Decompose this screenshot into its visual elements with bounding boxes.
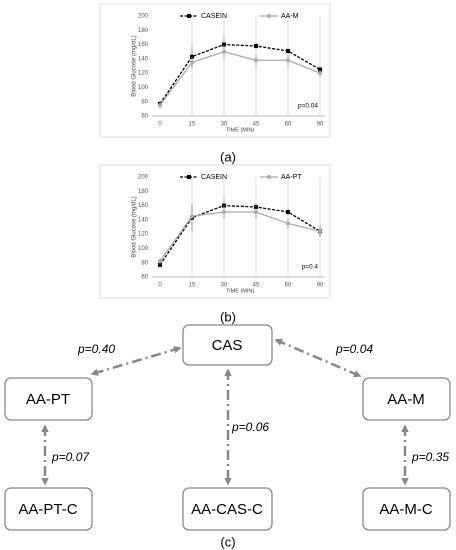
x-tick-label: 30 bbox=[221, 283, 228, 289]
x-tick-label: 60 bbox=[285, 122, 292, 128]
y-tick-label: 100 bbox=[138, 85, 149, 91]
point bbox=[318, 71, 322, 76]
y-tick-label: 160 bbox=[138, 203, 149, 209]
node: AA-M bbox=[362, 377, 451, 421]
caption: (c) bbox=[220, 534, 235, 549]
edge-label: p=0.40 bbox=[77, 342, 115, 356]
point bbox=[190, 214, 194, 219]
y-tick-label: 180 bbox=[138, 189, 149, 195]
legend-label: AA-M bbox=[281, 13, 299, 20]
edge-label: p=0.07 bbox=[51, 450, 90, 464]
legend-label: AA-PT bbox=[281, 174, 302, 181]
edge bbox=[274, 338, 362, 378]
legend-label: CASEIN bbox=[201, 13, 227, 20]
series-line bbox=[159, 51, 321, 106]
y-tick-label: 120 bbox=[138, 71, 149, 77]
y-tick-label: 60 bbox=[141, 114, 148, 120]
node-label: AA-M bbox=[387, 391, 425, 408]
x-axis-label: TIME (MIN) bbox=[226, 127, 255, 133]
y-tick-label: 120 bbox=[138, 232, 149, 238]
node-label: AA-M-C bbox=[379, 501, 432, 518]
caption: (b) bbox=[220, 309, 236, 324]
point bbox=[158, 259, 162, 264]
y-tick-label: 140 bbox=[138, 217, 149, 223]
node-label: CAS bbox=[212, 337, 243, 354]
x-tick-label: 90 bbox=[317, 283, 324, 289]
legend-marker bbox=[267, 14, 271, 18]
node: AA-PT-C bbox=[4, 487, 93, 531]
legend-marker bbox=[187, 14, 191, 18]
point bbox=[286, 58, 290, 63]
y-tick-label: 180 bbox=[138, 28, 149, 34]
series-line bbox=[159, 43, 321, 105]
node: CAS bbox=[182, 324, 273, 366]
point bbox=[254, 58, 258, 63]
x-axis-label: TIME (MIN) bbox=[226, 288, 255, 294]
y-axis-label: Blood Glucose (mg/dL) bbox=[132, 35, 138, 96]
node: AA-CAS-C bbox=[182, 487, 273, 531]
x-tick-label: 0 bbox=[158, 122, 162, 128]
caption: (a) bbox=[220, 149, 236, 164]
edge bbox=[90, 346, 182, 376]
x-tick-label: 15 bbox=[189, 283, 196, 289]
node-label: AA-PT bbox=[26, 391, 70, 408]
y-tick-label: 60 bbox=[141, 275, 148, 281]
point bbox=[318, 229, 322, 234]
x-tick-label: 90 bbox=[317, 122, 324, 128]
y-tick-label: 160 bbox=[138, 42, 149, 48]
plot-frame bbox=[99, 3, 331, 138]
x-tick-label: 30 bbox=[221, 122, 228, 128]
legend-marker bbox=[187, 175, 191, 179]
point bbox=[286, 210, 290, 214]
diagram: p=0.40 p=0.04 p=0.06 p=0.07 p=0.35 CAS A… bbox=[4, 324, 451, 531]
edge-label: p=0.35 bbox=[411, 450, 449, 464]
node: AA-PT bbox=[4, 377, 93, 421]
y-tick-label: 80 bbox=[141, 99, 148, 105]
x-tick-label: 60 bbox=[285, 283, 292, 289]
point bbox=[286, 221, 290, 226]
x-tick-label: 45 bbox=[253, 283, 260, 289]
point bbox=[222, 210, 226, 214]
y-tick-label: 80 bbox=[141, 260, 148, 266]
y-tick-label: 140 bbox=[138, 56, 149, 62]
y-tick-label: 100 bbox=[138, 246, 149, 252]
x-tick-label: 0 bbox=[158, 283, 162, 289]
y-tick-label: 200 bbox=[138, 175, 149, 181]
annotation: p=0.4 bbox=[302, 264, 319, 271]
point bbox=[254, 44, 258, 48]
point bbox=[190, 60, 194, 65]
x-tick-label: 45 bbox=[253, 122, 260, 128]
legend-marker bbox=[267, 175, 271, 179]
node: AA-M-C bbox=[362, 487, 451, 531]
point bbox=[222, 49, 226, 54]
legend-label: CASEIN bbox=[201, 174, 227, 181]
series-line bbox=[159, 204, 321, 266]
plot-frame bbox=[99, 164, 331, 299]
point bbox=[158, 103, 162, 108]
series-line bbox=[159, 211, 321, 262]
y-axis-label: Blood Glucose (mg/dL) bbox=[132, 196, 138, 257]
annotation: p=0.04 bbox=[298, 103, 318, 110]
y-tick-label: 200 bbox=[138, 14, 149, 20]
edge-label: p=0.04 bbox=[335, 342, 373, 356]
point bbox=[286, 49, 290, 53]
node-label: AA-PT-C bbox=[18, 501, 77, 518]
point bbox=[254, 210, 258, 214]
x-tick-label: 15 bbox=[189, 122, 196, 128]
edge-label: p=0.06 bbox=[231, 420, 269, 434]
node-label: AA-CAS-C bbox=[191, 501, 263, 518]
